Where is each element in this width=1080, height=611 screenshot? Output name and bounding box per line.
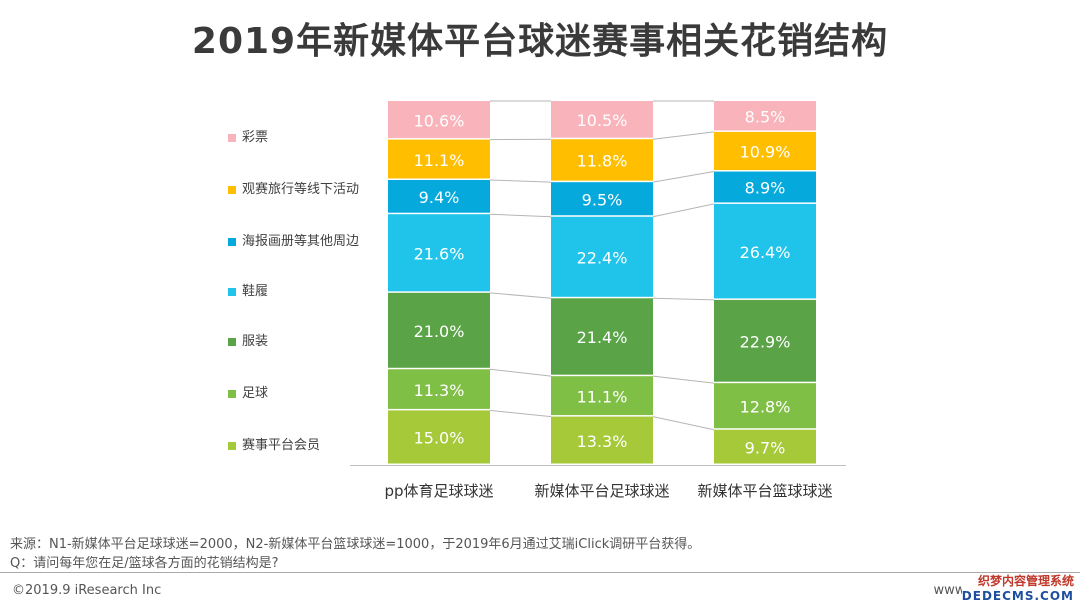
connector-line: [652, 297, 715, 301]
data-label: 15.0%: [414, 429, 465, 448]
data-label: 10.6%: [414, 111, 465, 130]
legend-item: 服装: [228, 330, 268, 349]
watermark-line-1: 织梦内容管理系统: [977, 574, 1074, 588]
legend-swatch: [228, 185, 236, 194]
footer-divider: [0, 572, 1080, 573]
data-label: 21.4%: [577, 328, 628, 347]
watermark-line-2: DEDECMS.COM: [961, 589, 1074, 603]
data-label: 10.9%: [740, 143, 791, 162]
connector-line: [489, 292, 552, 299]
data-label: 21.0%: [414, 322, 465, 341]
data-label: 11.1%: [414, 151, 465, 170]
connector-line: [652, 375, 715, 384]
legend-label: 海报画册等其他周边: [242, 234, 360, 249]
watermark-logo: 织梦内容管理系统 DEDECMS.COM: [961, 574, 1074, 604]
x-tick-label: 新媒体平台篮球球迷: [697, 482, 832, 500]
data-label: 10.5%: [577, 111, 628, 130]
data-label: 21.6%: [414, 245, 465, 264]
connector-line: [489, 368, 552, 377]
copyright-text: ©2019.9 iResearch Inc: [12, 583, 162, 598]
data-label: 9.7%: [745, 438, 786, 457]
legend-swatch: [228, 441, 236, 450]
bar-segment: [388, 139, 490, 179]
data-label: 11.1%: [577, 387, 628, 406]
x-tick-label: pp体育足球球迷: [384, 482, 493, 500]
source-note: 来源：N1-新媒体平台足球球迷=2000，N2-新媒体平台篮球球迷=1000，于…: [10, 537, 701, 552]
bar-segment: [714, 383, 816, 429]
connector-line: [489, 409, 552, 418]
data-label: 8.5%: [745, 107, 786, 126]
bar-segment: [551, 416, 653, 464]
legend-label: 彩票: [242, 130, 269, 145]
legend-item: 彩票: [228, 126, 268, 145]
legend-swatch: [228, 133, 236, 142]
bar-segment: [388, 292, 490, 368]
legend-item: 足球: [228, 382, 268, 401]
bar-segment: [388, 369, 490, 409]
bar-segment: [388, 179, 490, 213]
connector-line: [652, 416, 715, 431]
bar-segment: [388, 410, 490, 464]
connector-line: [489, 213, 552, 218]
bar-segment: [551, 101, 653, 138]
data-label: 13.3%: [577, 432, 628, 451]
legend-swatch: [228, 337, 236, 346]
connector-line: [652, 171, 715, 183]
legend-label: 鞋履: [242, 284, 269, 299]
legend-label: 赛事平台会员: [242, 438, 321, 453]
connector-line: [489, 179, 552, 183]
x-tick-label: 新媒体平台足球球迷: [534, 482, 669, 500]
legend-item: 观赛旅行等线下活动: [228, 178, 359, 197]
legend-swatch: [228, 287, 236, 296]
data-label: 22.9%: [740, 333, 791, 352]
data-label: 8.9%: [745, 179, 786, 198]
bar-segment: [714, 203, 816, 299]
data-label: 9.4%: [419, 188, 460, 207]
question-note: Q：请问每年您在足/篮球各方面的花销结构是?: [10, 556, 279, 571]
bar-segment: [714, 429, 816, 464]
bar-segment: [551, 139, 653, 181]
data-label: 11.3%: [414, 381, 465, 400]
bar-segment: [714, 299, 816, 382]
legend-item: 鞋履: [228, 280, 268, 299]
bar-segment: [388, 214, 490, 292]
legend-item: 海报画册等其他周边: [228, 230, 359, 249]
legend-label: 观赛旅行等线下活动: [242, 182, 360, 197]
data-label: 22.4%: [577, 249, 628, 268]
legend-label: 足球: [242, 386, 269, 401]
bar-segment: [714, 171, 816, 203]
data-label: 9.5%: [582, 190, 623, 209]
data-label: 26.4%: [740, 243, 791, 262]
connector-line: [652, 203, 715, 218]
legend-label: 服装: [242, 334, 269, 349]
bar-segment: [388, 101, 490, 139]
bar-segment: [551, 182, 653, 216]
bar-segment: [551, 298, 653, 375]
legend-swatch: [228, 389, 236, 398]
connector-line: [652, 131, 715, 140]
bar-segment: [551, 216, 653, 297]
page-title: 2019年新媒体平台球迷赛事相关花销结构: [191, 21, 889, 62]
data-label: 11.8%: [577, 152, 628, 171]
bar-segment: [714, 101, 816, 131]
bar-segment: [551, 376, 653, 416]
legend-swatch: [228, 237, 236, 246]
data-label: 12.8%: [740, 397, 791, 416]
legend-item: 赛事平台会员: [228, 434, 320, 453]
bar-segment: [714, 131, 816, 171]
